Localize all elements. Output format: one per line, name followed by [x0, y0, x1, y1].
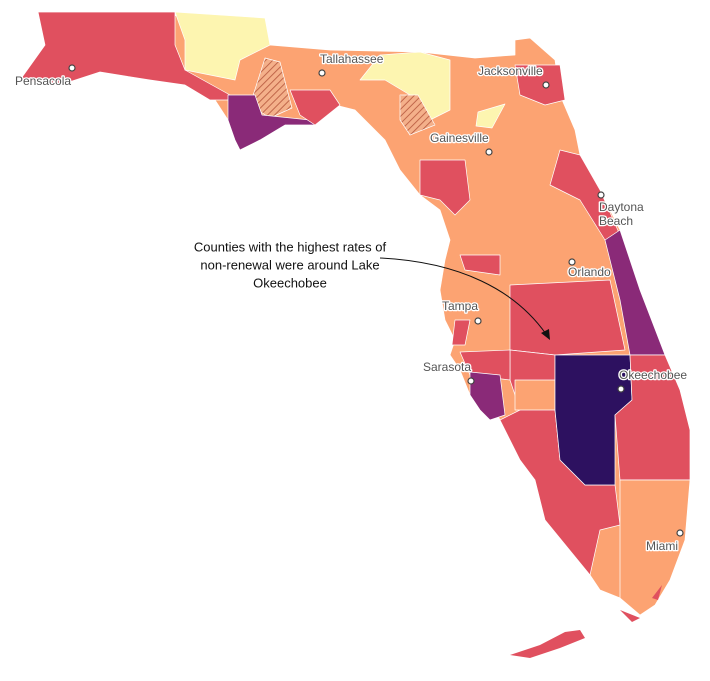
county-hatched — [399, 94, 436, 136]
county-salmon — [619, 479, 691, 616]
county-red — [451, 319, 471, 346]
annotation-text: Counties with the highest rates of — [194, 239, 387, 254]
annotation-text: Okeechobee — [253, 275, 327, 290]
cities: Pensacola Tallahassee Jacksonville Gaine… — [14, 51, 689, 555]
city-dot — [474, 317, 482, 325]
city-label: Sarasota — [423, 360, 471, 374]
annotation-arrow — [379, 257, 547, 335]
city-dot — [467, 377, 475, 385]
county-salmon — [514, 379, 556, 411]
city-label: Tallahassee — [320, 52, 384, 66]
annotation-text: non-renewal were around Lake — [200, 257, 379, 272]
county-yellow — [475, 103, 506, 129]
annotation: Counties with the highest rates of non-r… — [194, 239, 550, 340]
city-label: Gainesville — [430, 131, 489, 145]
city-label: Tampa — [442, 299, 478, 313]
city-dot — [68, 64, 76, 72]
counties — [19, 11, 691, 658]
city-label: Beach — [599, 214, 633, 228]
county-red — [514, 64, 566, 106]
county-red — [289, 89, 341, 126]
city-dot — [597, 191, 605, 199]
city-label: Miami — [646, 539, 678, 553]
keys — [510, 585, 662, 658]
city-label: Jacksonville — [478, 64, 543, 78]
city-label: Daytona — [599, 200, 644, 214]
city-dot — [676, 529, 684, 537]
city-label: Pensacola — [15, 74, 71, 88]
county-red — [19, 11, 231, 101]
city-dot — [568, 258, 576, 266]
city-dot — [485, 148, 493, 156]
county-red — [419, 159, 471, 216]
arrow-head — [541, 329, 550, 340]
city-label: Okeechobee — [619, 368, 687, 382]
county-red — [459, 254, 501, 276]
county-yellow — [174, 11, 271, 81]
city-dot — [542, 81, 550, 89]
city-dot — [617, 385, 625, 393]
county-purple — [227, 94, 316, 151]
county-red — [509, 279, 626, 356]
county-purple — [469, 371, 506, 421]
city-dot — [318, 69, 326, 77]
city-label: Orlando — [568, 265, 611, 279]
